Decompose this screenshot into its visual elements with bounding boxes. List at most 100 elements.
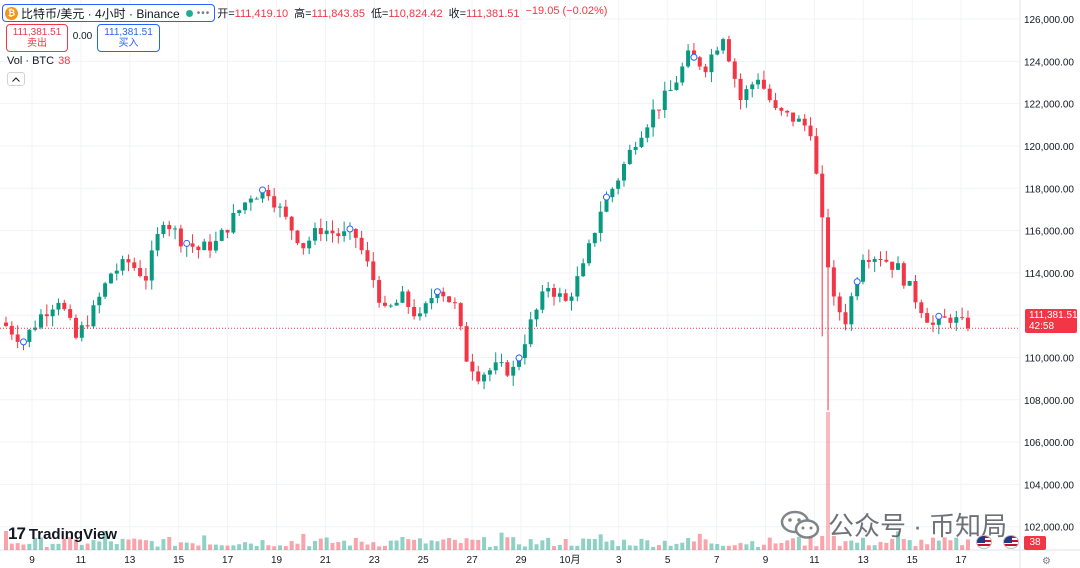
candle-body: [907, 281, 912, 286]
candle-body: [108, 273, 113, 284]
candle-body: [15, 334, 20, 342]
volume-bar: [377, 546, 382, 550]
candle-body: [85, 325, 90, 327]
volume-bar: [423, 543, 428, 550]
volume-bar: [27, 543, 32, 550]
volume-bar: [301, 533, 306, 550]
bitcoin-icon: ₿: [5, 6, 18, 20]
candle-body: [126, 259, 131, 263]
candle-body: [563, 293, 568, 301]
gear-icon[interactable]: ⚙: [1042, 556, 1051, 567]
event-marker: [690, 53, 698, 61]
volume-bar: [330, 542, 335, 550]
chevron-up-icon: [12, 76, 20, 82]
collapse-legend-button[interactable]: [7, 72, 25, 86]
volume-bar: [266, 545, 271, 550]
buy-button[interactable]: 111,381.51 买入: [97, 24, 160, 52]
candle-body: [808, 125, 813, 137]
candle-body: [960, 317, 965, 319]
candle-body: [592, 232, 597, 244]
events-count-badge[interactable]: 38: [1024, 536, 1046, 550]
candle-body: [406, 291, 411, 307]
sell-label: 卖出: [27, 38, 47, 49]
candle-body: [56, 302, 61, 310]
candle-body: [225, 229, 230, 233]
ohlc-open: 开=111,419.10: [217, 8, 289, 20]
candle-body: [312, 228, 317, 241]
x-tick-label: 13: [124, 555, 136, 566]
candle-body: [604, 197, 609, 212]
candle-body: [785, 110, 790, 113]
candle-body: [213, 240, 218, 251]
x-tick-label: 10月: [559, 554, 580, 566]
candle-body: [149, 250, 154, 281]
volume-bar: [703, 539, 708, 550]
volume-bar: [960, 545, 965, 550]
volume-bar: [213, 544, 218, 550]
candle-body: [155, 233, 160, 251]
buy-label: 买入: [118, 38, 139, 49]
volume-bar: [196, 545, 201, 550]
volume-bar: [738, 543, 743, 550]
volume-bar: [231, 545, 236, 550]
x-tick-label: 25: [418, 555, 430, 566]
volume-bar: [861, 537, 866, 550]
volume-bar: [522, 546, 527, 550]
candle-body: [9, 325, 14, 335]
volume-bar: [318, 538, 323, 550]
volume-bar: [820, 536, 825, 550]
event-marker: [346, 225, 354, 233]
event-marker: [935, 312, 943, 320]
candle-body: [429, 298, 434, 304]
volume-bar: [173, 545, 178, 550]
us-flag-icon[interactable]: [976, 535, 992, 549]
more-icon[interactable]: •••: [196, 7, 211, 19]
volume-bar: [493, 546, 498, 550]
volume-bar: [802, 545, 807, 550]
candle-body: [301, 243, 306, 249]
volume-bar: [482, 537, 487, 550]
x-tick-label: 27: [467, 555, 479, 566]
event-marker: [19, 338, 27, 346]
x-tick-label: 3: [616, 555, 622, 566]
candle-body: [540, 291, 545, 310]
ohlc-low: 低=110,824.42: [370, 8, 443, 20]
candle-body: [458, 303, 463, 327]
volume-bar: [225, 545, 230, 550]
us-flag-icon-2[interactable]: [1003, 535, 1019, 549]
candle-body: [703, 66, 708, 73]
candle-body: [930, 322, 935, 325]
candle-body: [132, 262, 137, 268]
sell-button[interactable]: 111,381.51 卖出: [6, 24, 68, 52]
candle-body: [656, 109, 661, 111]
volume-bar: [336, 541, 341, 550]
candle-body: [377, 280, 382, 303]
candle-body: [441, 291, 446, 297]
candle-body: [493, 362, 498, 371]
candle-body: [68, 309, 73, 318]
y-tick-label: 122,000.00: [1024, 100, 1074, 111]
volume-bar: [406, 539, 411, 550]
candle-body: [167, 224, 172, 230]
volume-bar: [732, 545, 737, 550]
volume-bar: [371, 542, 376, 550]
candle-body: [587, 243, 591, 264]
candle-body: [826, 217, 831, 268]
candle-body: [546, 288, 551, 292]
symbol-selector[interactable]: ₿ 比特币/美元 · 4小时 · Binance •••: [2, 4, 216, 22]
volume-bar: [359, 541, 364, 550]
x-tick-label: 21: [320, 555, 332, 566]
tradingview-logo[interactable]: 17 TradingView: [8, 524, 117, 544]
candle-body: [837, 296, 842, 313]
volume-bar: [91, 539, 96, 550]
candle-body: [517, 357, 522, 367]
volume-bar: [831, 536, 836, 550]
volume-bar: [592, 538, 597, 550]
candle-body: [779, 107, 784, 111]
volume-bar: [808, 537, 813, 550]
x-tick-label: 13: [858, 555, 870, 566]
candle-body: [161, 224, 166, 234]
x-tick-label: 9: [763, 555, 769, 566]
volume-bar: [132, 538, 137, 550]
